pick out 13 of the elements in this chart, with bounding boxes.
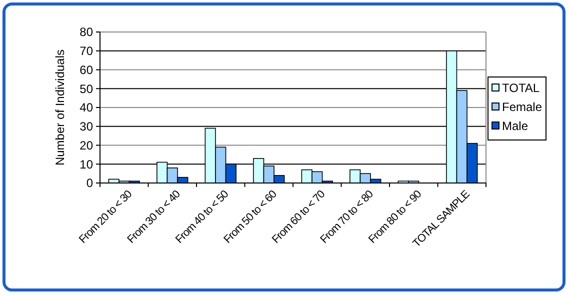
y-tick-label: 60 [80, 62, 94, 77]
y-axis-title: Number of Individuals [53, 49, 67, 166]
y-tick-label: 30 [80, 120, 94, 134]
y-tick-label: 20 [80, 138, 94, 152]
y-tick-label: 50 [80, 82, 94, 96]
y-tick-label: 40 [80, 100, 94, 115]
legend-label: Female [502, 100, 542, 114]
y-tick-label: 0 [86, 176, 94, 190]
y-tick-label: 80 [80, 25, 94, 40]
y-tick-label: 70 [80, 44, 94, 58]
legend-label: TOTAL [502, 81, 540, 96]
y-tick-label: 10 [80, 157, 94, 172]
legend-label: Male [502, 119, 528, 134]
